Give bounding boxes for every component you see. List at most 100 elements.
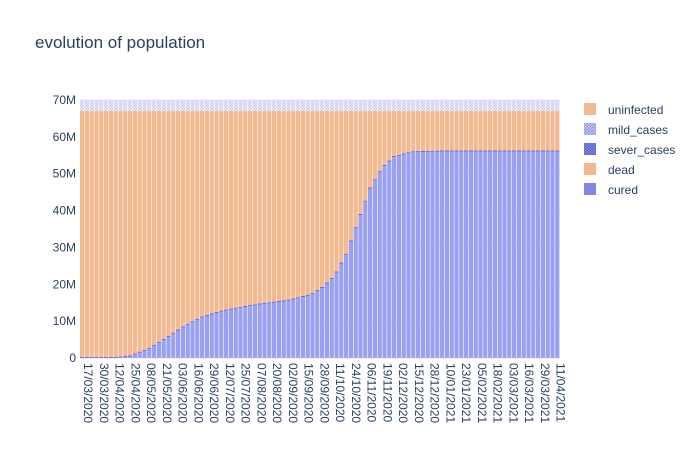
bar-sever-cases[interactable] (224, 309, 229, 311)
bar-cured[interactable] (420, 152, 425, 358)
bar-stack[interactable] (531, 100, 536, 358)
bar-cured[interactable] (252, 305, 257, 358)
bar-mild-cases[interactable] (512, 100, 517, 112)
bar-mild-cases[interactable] (123, 100, 128, 112)
bar-sever-cases[interactable] (228, 308, 233, 310)
bar-mild-cases[interactable] (171, 100, 176, 112)
bar-stack[interactable] (257, 100, 262, 358)
bar-cured[interactable] (339, 263, 344, 358)
bar-uninfected[interactable] (478, 111, 483, 151)
bar-uninfected[interactable] (320, 111, 325, 287)
bar-uninfected[interactable] (84, 111, 89, 357)
bar-sever-cases[interactable] (473, 150, 478, 152)
bar-uninfected[interactable] (454, 111, 459, 151)
bar-cured[interactable] (276, 302, 281, 358)
bar-stack[interactable] (550, 100, 555, 358)
bar-sever-cases[interactable] (185, 323, 190, 325)
bar-sever-cases[interactable] (166, 335, 171, 337)
bar-uninfected[interactable] (276, 111, 281, 302)
bar-sever-cases[interactable] (262, 302, 267, 304)
bar-stack[interactable] (382, 100, 387, 358)
bar-stack[interactable] (492, 100, 497, 358)
bar-uninfected[interactable] (435, 111, 440, 151)
bar-sever-cases[interactable] (555, 150, 560, 152)
bar-sever-cases[interactable] (454, 150, 459, 152)
bar-stack[interactable] (555, 100, 560, 358)
bar-stack[interactable] (214, 100, 219, 358)
bar-uninfected[interactable] (358, 111, 363, 214)
bar-sever-cases[interactable] (305, 294, 310, 296)
bar-stack[interactable] (334, 100, 339, 358)
bar-sever-cases[interactable] (118, 356, 123, 358)
bar-mild-cases[interactable] (420, 100, 425, 112)
bar-mild-cases[interactable] (550, 100, 555, 112)
bar-cured[interactable] (132, 354, 137, 358)
bar-sever-cases[interactable] (195, 318, 200, 320)
bar-mild-cases[interactable] (108, 100, 113, 112)
bar-mild-cases[interactable] (166, 100, 171, 112)
bar-uninfected[interactable] (377, 111, 382, 172)
bar-sever-cases[interactable] (401, 153, 406, 155)
bar-stack[interactable] (497, 100, 502, 358)
bar-sever-cases[interactable] (358, 213, 363, 215)
bar-mild-cases[interactable] (492, 100, 497, 112)
bar-uninfected[interactable] (420, 111, 425, 151)
bar-cured[interactable] (392, 157, 397, 358)
bar-sever-cases[interactable] (368, 187, 373, 189)
bar-stack[interactable] (536, 100, 541, 358)
bar-uninfected[interactable] (430, 111, 435, 151)
bar-mild-cases[interactable] (142, 100, 147, 112)
bar-stack[interactable] (507, 100, 512, 358)
bar-mild-cases[interactable] (363, 100, 368, 112)
bar-cured[interactable] (411, 152, 416, 358)
bar-mild-cases[interactable] (228, 100, 233, 112)
bar-mild-cases[interactable] (387, 100, 392, 112)
legend-item-uninfected[interactable]: uninfected (584, 103, 663, 117)
bar-sever-cases[interactable] (176, 329, 181, 331)
bar-cured[interactable] (137, 352, 142, 358)
bar-cured[interactable] (401, 154, 406, 358)
bar-mild-cases[interactable] (444, 100, 449, 112)
bar-cured[interactable] (396, 155, 401, 358)
bar-uninfected[interactable] (396, 111, 401, 155)
bar-uninfected[interactable] (80, 111, 85, 357)
bar-cured[interactable] (209, 314, 214, 358)
bar-uninfected[interactable] (272, 111, 277, 302)
bar-stack[interactable] (161, 100, 166, 358)
bar-stack[interactable] (195, 100, 200, 358)
bar-mild-cases[interactable] (478, 100, 483, 112)
bar-uninfected[interactable] (497, 111, 502, 151)
bar-mild-cases[interactable] (334, 100, 339, 112)
bar-sever-cases[interactable] (113, 356, 118, 358)
bar-cured[interactable] (219, 311, 224, 358)
bar-mild-cases[interactable] (161, 100, 166, 112)
bar-stack[interactable] (344, 100, 349, 358)
bar-stack[interactable] (545, 100, 550, 358)
bar-stack[interactable] (339, 100, 344, 358)
bar-uninfected[interactable] (555, 111, 560, 151)
bar-stack[interactable] (252, 100, 257, 358)
bar-cured[interactable] (123, 357, 128, 358)
bar-stack[interactable] (512, 100, 517, 358)
bar-sever-cases[interactable] (324, 282, 329, 284)
bar-uninfected[interactable] (224, 111, 229, 310)
bar-uninfected[interactable] (329, 111, 334, 279)
bar-stack[interactable] (540, 100, 545, 358)
bar-uninfected[interactable] (339, 111, 344, 263)
bar-cured[interactable] (305, 295, 310, 358)
bar-uninfected[interactable] (262, 111, 267, 303)
bar-cured[interactable] (368, 188, 373, 358)
bar-stack[interactable] (449, 100, 454, 358)
bar-uninfected[interactable] (180, 111, 185, 327)
bar-mild-cases[interactable] (416, 100, 421, 112)
bar-stack[interactable] (123, 100, 128, 358)
bar-cured[interactable] (440, 151, 445, 358)
bar-uninfected[interactable] (161, 111, 166, 339)
bar-mild-cases[interactable] (507, 100, 512, 112)
bar-uninfected[interactable] (152, 111, 157, 345)
bar-uninfected[interactable] (248, 111, 253, 306)
bar-sever-cases[interactable] (411, 151, 416, 153)
bar-uninfected[interactable] (243, 111, 248, 306)
bar-sever-cases[interactable] (512, 150, 517, 152)
bar-sever-cases[interactable] (291, 298, 296, 300)
